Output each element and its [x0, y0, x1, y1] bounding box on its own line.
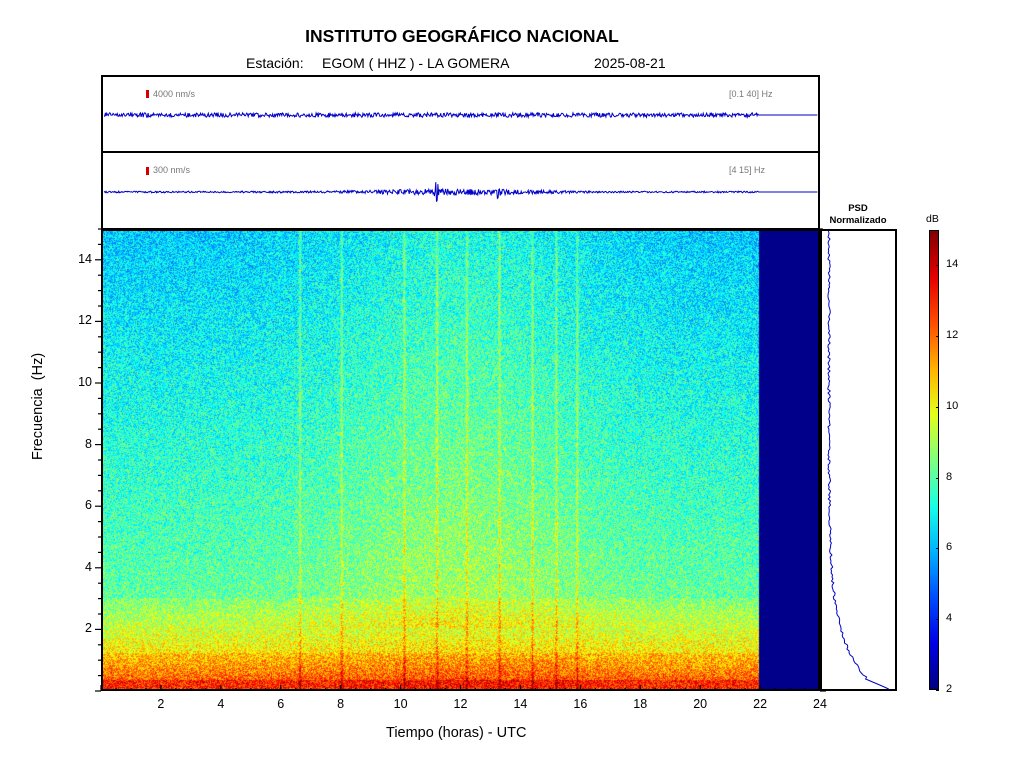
colorbar-tick-mark: [936, 336, 939, 338]
y-tick-label: 2: [85, 621, 92, 636]
psd-title-line2: Normalizado: [829, 215, 887, 226]
x-tick-label: 6: [277, 697, 285, 711]
spectrogram-plot: [101, 229, 820, 691]
x-tick-label: 20: [693, 697, 708, 711]
colorbar: [929, 230, 939, 690]
colorbar-unit: dB: [926, 213, 939, 225]
colorbar-tick-mark: [936, 265, 939, 267]
colorbar-tick-label: 14: [946, 258, 959, 271]
y-tick-label: 10: [78, 375, 92, 389]
x-tick-label: 22: [753, 697, 768, 711]
colorbar-tick-label: 6: [946, 541, 953, 554]
trace-panel-filtered: 300 nm/s [4 15] Hz: [101, 151, 820, 230]
y-tick-label: 8: [85, 436, 92, 451]
station-prefix: Estación:: [246, 55, 304, 71]
y-tick-label: 4: [85, 559, 92, 574]
psd-panel: [820, 229, 897, 691]
x-tick-label: 16: [573, 697, 588, 711]
x-tick-label: 10: [393, 697, 408, 711]
x-axis-label: Tiempo (horas) - UTC: [386, 725, 527, 741]
y-tick-label: 12: [78, 313, 92, 328]
x-tick-label: 8: [337, 697, 345, 711]
x-tick-label: 24: [813, 697, 827, 711]
trace-waveform-filtered: [103, 182, 818, 202]
trace-scale-label: 4000 nm/s: [153, 89, 196, 99]
trace-scale-label: 300 nm/s: [153, 165, 191, 175]
colorbar-tick-label: 8: [946, 470, 953, 483]
y-axis-label: Frecuencia (Hz): [30, 352, 46, 460]
colorbar-tick-label: 4: [946, 612, 953, 625]
x-tick-label: 4: [217, 697, 225, 711]
y-tick-label: 14: [78, 251, 92, 266]
trace-band-label: [0.1 40] Hz: [729, 89, 773, 99]
x-tick-label: 12: [453, 697, 468, 711]
chart-title: INSTITUTO GEOGRÁFICO NACIONAL: [305, 26, 619, 46]
chart-date: 2025-08-21: [594, 55, 666, 71]
station-name: EGOM ( HHZ ) - LA GOMERA: [322, 55, 510, 71]
trace-band-label: [4 15] Hz: [729, 165, 766, 175]
y-tick-label: 6: [85, 498, 92, 513]
psd-title: PSD Normalizado: [820, 203, 896, 227]
colorbar-tick-mark: [936, 690, 939, 691]
spectrogram-canvas: [103, 231, 818, 689]
trace-panel-broadband: 4000 nm/s [0.1 40] Hz: [101, 75, 820, 153]
psd-curve: [827, 230, 889, 690]
scale-marker: [146, 90, 149, 98]
scale-marker: [146, 167, 149, 175]
trace-waveform-broadband: [103, 111, 818, 120]
x-tick-label: 14: [513, 697, 528, 711]
colorbar-tick-mark: [936, 406, 939, 408]
x-tick-label: 2: [157, 697, 165, 711]
colorbar-tick-mark: [936, 619, 939, 621]
colorbar-tick-label: 10: [946, 399, 959, 412]
colorbar-tick-label: 2: [946, 683, 953, 695]
colorbar-tick-mark: [936, 548, 939, 550]
psd-title-line1: PSD: [848, 203, 868, 214]
colorbar-tick-label: 12: [946, 329, 959, 342]
x-tick-label: 18: [633, 697, 648, 711]
colorbar-tick-mark: [936, 477, 939, 479]
